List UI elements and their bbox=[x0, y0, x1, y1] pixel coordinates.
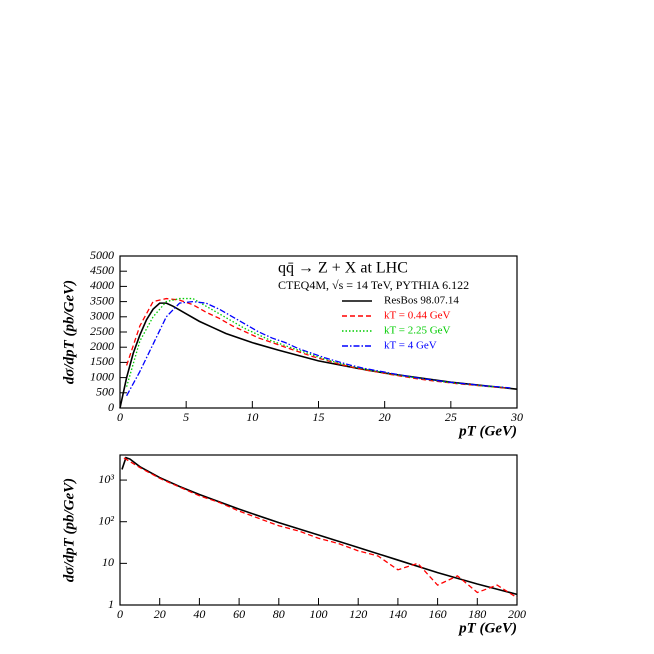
y-tick-label: 3000 bbox=[89, 309, 114, 323]
x-tick-label: 20 bbox=[379, 410, 391, 424]
x-tick-label: 120 bbox=[349, 607, 367, 621]
x-tick-label: 30 bbox=[510, 410, 523, 424]
series-line bbox=[121, 456, 518, 596]
y-axis-label: dσ/dpT (pb/GeV) bbox=[61, 280, 77, 384]
legend-label: kT = 4 GeV bbox=[384, 340, 437, 352]
x-tick-label: 80 bbox=[273, 607, 285, 621]
y-tick-label: 5000 bbox=[90, 248, 114, 262]
series-line bbox=[125, 297, 511, 389]
y-tick-label: 10² bbox=[98, 513, 114, 527]
y-tick-label: 4500 bbox=[90, 263, 114, 277]
plot-frame bbox=[119, 454, 518, 606]
x-tick-label: 140 bbox=[389, 607, 407, 621]
chart-title: qq̄ → Z + X at LHC bbox=[278, 260, 408, 277]
x-tick-label: 200 bbox=[508, 607, 526, 621]
x-tick-label: 20 bbox=[154, 607, 166, 621]
x-tick-label: 5 bbox=[183, 410, 189, 424]
x-tick-label: 0 bbox=[117, 607, 123, 621]
x-tick-label: 100 bbox=[310, 607, 328, 621]
y-tick-label: 1500 bbox=[90, 354, 114, 368]
y-tick-label: 500 bbox=[96, 385, 114, 399]
legend-label: kT = 0.44 GeV bbox=[384, 310, 451, 322]
y-tick-label: 3500 bbox=[89, 293, 114, 307]
x-tick-label: 160 bbox=[429, 607, 447, 621]
y-tick-label: 2500 bbox=[90, 324, 114, 338]
chart-subtitle: CTEQ4M, √s = 14 TeV, PYTHIA 6.122 bbox=[278, 278, 469, 292]
x-tick-label: 180 bbox=[468, 607, 486, 621]
x-tick-label: 25 bbox=[445, 410, 457, 424]
y-axis-label: dσ/dpT (pb/GeV) bbox=[61, 478, 77, 582]
series-line bbox=[126, 300, 511, 397]
x-axis-label: pT (GeV) bbox=[457, 423, 517, 439]
y-tick-label: 1 bbox=[108, 597, 114, 611]
y-tick-label: 4000 bbox=[90, 278, 114, 292]
legend-label: ResBos 98.07.14 bbox=[384, 295, 459, 307]
y-tick-label: 1000 bbox=[90, 369, 114, 383]
y-tick-label: 2000 bbox=[90, 339, 114, 353]
legend-label: kT = 2.25 GeV bbox=[384, 325, 451, 337]
x-tick-label: 15 bbox=[313, 410, 325, 424]
x-axis-label: pT (GeV) bbox=[457, 620, 517, 636]
x-tick-label: 0 bbox=[117, 410, 123, 424]
y-tick-label: 0 bbox=[108, 400, 114, 414]
series-line bbox=[123, 457, 518, 599]
x-tick-label: 40 bbox=[193, 607, 205, 621]
series-line bbox=[126, 297, 511, 389]
y-tick-label: 10 bbox=[102, 555, 114, 569]
y-tick-label: 10³ bbox=[98, 472, 114, 486]
x-tick-label: 10 bbox=[246, 410, 258, 424]
x-tick-label: 60 bbox=[233, 607, 245, 621]
